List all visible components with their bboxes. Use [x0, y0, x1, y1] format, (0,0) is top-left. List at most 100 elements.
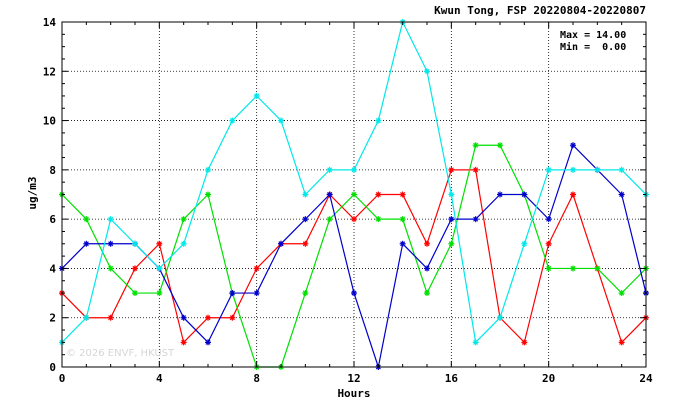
data-point [132, 265, 138, 272]
data-point [375, 117, 382, 124]
data-point [302, 240, 309, 247]
data-point [302, 216, 309, 223]
data-point [351, 216, 357, 223]
data-point [107, 216, 114, 223]
data-point [83, 216, 90, 223]
data-point [399, 191, 406, 198]
data-point [180, 240, 187, 247]
y-tick-label: 10 [43, 115, 56, 128]
y-tick-label: 0 [49, 361, 56, 374]
data-point [107, 265, 114, 272]
data-point [424, 290, 430, 297]
data-point [278, 240, 284, 247]
data-point [107, 314, 114, 321]
data-point [375, 216, 382, 223]
data-point [472, 142, 479, 149]
data-point [521, 191, 528, 198]
data-point [570, 166, 576, 173]
data-point [205, 166, 211, 173]
data-point [156, 290, 163, 297]
data-point [448, 191, 455, 198]
data-point [375, 191, 382, 198]
data-point [132, 290, 138, 297]
data-point [497, 142, 503, 149]
x-tick-label: 24 [639, 372, 653, 385]
data-point [326, 216, 333, 223]
data-point [205, 314, 211, 321]
x-tick-label: 20 [542, 372, 555, 385]
y-tick-label: 4 [49, 262, 56, 275]
data-point [570, 142, 576, 149]
y-tick-label: 6 [49, 213, 56, 226]
data-point [351, 166, 357, 173]
data-point [399, 216, 406, 223]
chart-title: Kwun Tong, FSP 20220804-20220807 [434, 4, 646, 17]
data-point [132, 240, 138, 247]
data-point [618, 166, 625, 173]
data-point [326, 191, 333, 198]
max-stat: Max = 14.00 [560, 30, 626, 41]
data-point [545, 216, 552, 223]
data-point [424, 68, 430, 75]
data-point [570, 191, 576, 198]
data-point [326, 166, 333, 173]
data-point [521, 339, 528, 346]
data-point [545, 265, 552, 272]
data-point [229, 290, 236, 297]
data-point [594, 166, 601, 173]
data-point [521, 240, 528, 247]
min-stat: Min = 0.00 [560, 41, 626, 53]
series-layer [59, 19, 649, 370]
data-point [229, 314, 236, 321]
data-point [545, 240, 552, 247]
y-tick-label: 8 [49, 164, 56, 177]
data-point [424, 265, 430, 272]
data-point [253, 290, 260, 297]
data-point [205, 339, 211, 346]
data-point [618, 290, 625, 297]
data-point [497, 191, 503, 198]
data-point [180, 314, 187, 321]
x-tick-label: 4 [156, 372, 163, 385]
x-axis-label: Hours [337, 387, 370, 400]
watermark: © 2026 ENVF, HKUST [66, 348, 175, 359]
data-point [302, 191, 309, 198]
data-point [618, 191, 625, 198]
x-tick-label: 12 [347, 372, 360, 385]
data-point [472, 216, 479, 223]
data-point [448, 216, 455, 223]
y-axis-label: ug/m3 [26, 176, 39, 209]
data-point [253, 265, 260, 272]
x-tick-label: 16 [445, 372, 459, 385]
data-point [229, 117, 236, 124]
data-point [399, 240, 406, 247]
data-point [472, 166, 479, 173]
data-point [302, 290, 309, 297]
data-point [205, 191, 211, 198]
y-tick-label: 12 [43, 65, 56, 78]
data-point [180, 339, 187, 346]
data-point [472, 339, 479, 346]
data-point [570, 265, 576, 272]
data-point [180, 216, 187, 223]
y-tick-label: 2 [49, 312, 56, 325]
data-point [594, 265, 601, 272]
x-tick-label: 0 [59, 372, 66, 385]
data-point [278, 117, 284, 124]
data-point [351, 290, 357, 297]
data-point [448, 166, 455, 173]
data-point [618, 339, 625, 346]
data-point [83, 314, 90, 321]
data-point [156, 265, 163, 272]
data-point [448, 240, 455, 247]
x-tick-label: 8 [253, 372, 260, 385]
data-point [497, 314, 503, 321]
data-point [545, 166, 552, 173]
data-point [424, 240, 430, 247]
y-tick-label: 14 [43, 16, 57, 29]
data-point [253, 92, 260, 99]
data-point [351, 191, 357, 198]
data-point [107, 240, 114, 247]
